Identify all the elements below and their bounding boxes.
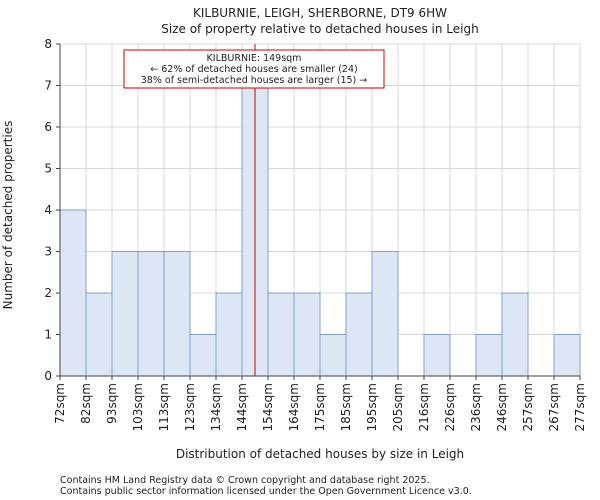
- x-tick-label: 226sqm: [443, 383, 457, 431]
- chart-title: KILBURNIE, LEIGH, SHERBORNE, DT9 6HW: [193, 6, 447, 20]
- bar: [163, 251, 191, 377]
- y-tick-label: 5: [44, 162, 52, 176]
- bar: [501, 292, 529, 377]
- annotation-line: ← 62% of detached houses are smaller (24…: [150, 64, 357, 75]
- x-tick-label: 72sqm: [53, 383, 67, 424]
- x-tick-label: 205sqm: [391, 383, 405, 431]
- bar: [553, 334, 581, 377]
- y-tick-label: 0: [44, 369, 52, 383]
- y-tick-label: 4: [44, 203, 52, 217]
- bar: [475, 334, 503, 377]
- axes: [56, 43, 581, 380]
- annotation-line: 38% of semi-detached houses are larger (…: [141, 75, 368, 86]
- bar: [423, 334, 451, 377]
- x-tick-label: 113sqm: [157, 383, 171, 431]
- x-axis-label: Distribution of detached houses by size …: [176, 447, 464, 461]
- bar: [267, 292, 295, 377]
- y-tick-label: 8: [44, 37, 52, 51]
- y-tick-label: 6: [44, 120, 52, 134]
- bar: [59, 209, 87, 377]
- x-tick-label: 103sqm: [131, 383, 145, 431]
- bar: [137, 251, 165, 377]
- bar: [293, 292, 321, 377]
- x-tick-label: 154sqm: [261, 383, 275, 431]
- x-tick-label: 164sqm: [287, 383, 301, 431]
- x-tick-label: 144sqm: [235, 383, 249, 431]
- x-tick-label: 257sqm: [521, 383, 535, 431]
- x-tick-label: 267sqm: [547, 383, 561, 431]
- x-tick-label: 82sqm: [79, 383, 93, 424]
- x-tick-label: 246sqm: [495, 383, 509, 431]
- x-tick-label: 277sqm: [573, 383, 587, 431]
- bar: [345, 292, 373, 377]
- annotation-line: KILBURNIE: 149sqm: [207, 53, 302, 64]
- bar: [111, 251, 139, 377]
- x-tick-label: 185sqm: [339, 383, 353, 431]
- x-tick-label: 175sqm: [313, 383, 327, 431]
- y-tick-label: 1: [44, 328, 52, 342]
- x-tick-label: 123sqm: [183, 383, 197, 431]
- footer-line-1: Contains HM Land Registry data © Crown c…: [60, 475, 430, 486]
- x-tick-label: 134sqm: [209, 383, 223, 431]
- x-tick-label: 195sqm: [365, 383, 379, 431]
- bar: [319, 334, 347, 377]
- y-tick-label: 3: [44, 245, 52, 259]
- chart-subtitle: Size of property relative to detached ho…: [161, 22, 478, 36]
- bar: [85, 292, 113, 377]
- annotation-box: [123, 49, 385, 89]
- x-tick-label: 236sqm: [469, 383, 483, 431]
- bar: [189, 334, 217, 377]
- y-axis-label: Number of detached properties: [1, 121, 15, 310]
- bars: [59, 85, 581, 377]
- x-tick-label: 93sqm: [105, 383, 119, 424]
- y-tick-label: 7: [44, 79, 52, 93]
- bar: [215, 292, 243, 377]
- y-tick-label: 2: [44, 286, 52, 300]
- tick-labels: 0 1 2 3 4 5 6 7 8 72sqm 82sqm 93sqm 103sqm 113sqm 123s…: [44, 37, 587, 431]
- x-tick-label: 216sqm: [417, 383, 431, 431]
- bar: [371, 251, 399, 377]
- footer-line-2: Contains public sector information licen…: [60, 486, 472, 497]
- property-marker: KILBURNIE: 149sqm← 62% of detached house…: [123, 44, 385, 376]
